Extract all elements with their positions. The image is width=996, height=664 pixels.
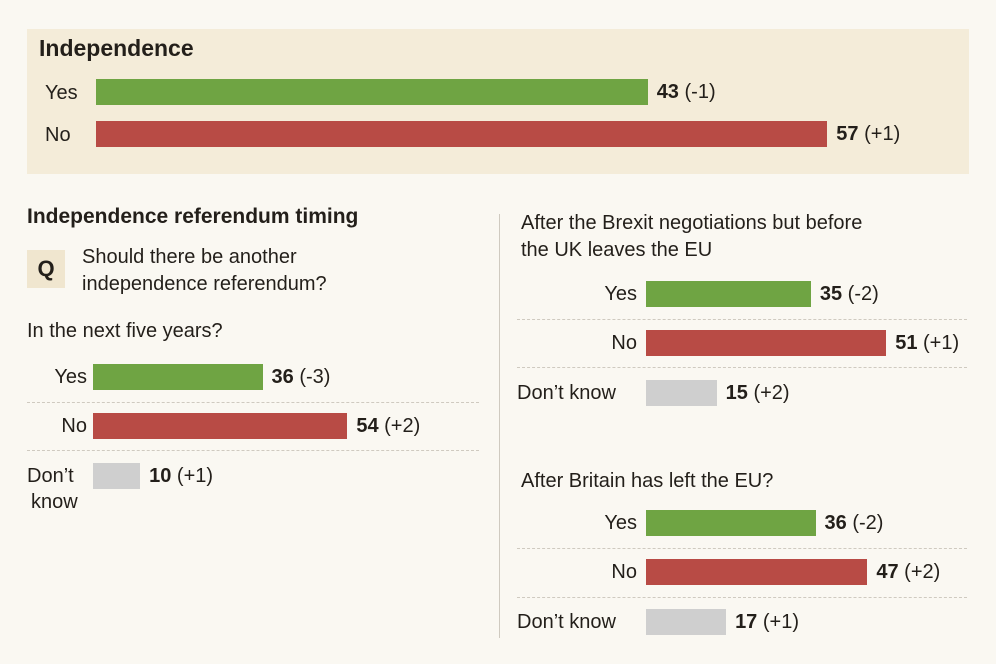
divider — [517, 367, 967, 368]
divider — [517, 597, 967, 598]
five-years-dont-know-value: 10 (+1) — [149, 465, 214, 487]
after-left-dont-know-value: 17 (+1) — [735, 611, 799, 633]
five-years-no-label: No — [61, 415, 87, 437]
divider — [27, 402, 479, 403]
after-left-no-label: No — [611, 561, 637, 583]
question-line-2: independence referendum? — [82, 273, 327, 295]
after-left-no-value: 47 (+2) — [876, 561, 941, 583]
before-leave-dont-know-bar — [646, 380, 717, 406]
before-leave-subtitle-line-2: the UK leaves the EU — [521, 239, 713, 261]
independence-no-value: 57 (+1) — [836, 123, 901, 145]
after-left-yes-bar — [646, 510, 816, 536]
after-left-subtitle: After Britain has left the EU? — [521, 470, 774, 492]
after-left-yes-label: Yes — [604, 512, 637, 534]
after-left-dont-know-bar — [646, 609, 727, 635]
before-leave-no-value: 51 (+1) — [895, 332, 960, 354]
independence-yes-label: Yes — [45, 82, 78, 104]
before-leave-yes-label: Yes — [604, 283, 637, 305]
five-years-no-bar — [93, 413, 348, 439]
five-years-yes-bar — [93, 364, 263, 390]
timing-title: Independence referendum timing — [27, 205, 359, 228]
divider — [517, 548, 967, 549]
divider — [517, 319, 967, 320]
before-leave-dont-know-value: 15 (+2) — [725, 382, 790, 404]
before-leave-dont-know-label: Don’t know — [517, 382, 616, 404]
five-years-subtitle: In the next five years? — [27, 320, 223, 342]
before-leave-subtitle-line-1: After the Brexit negotiations but before — [521, 212, 863, 234]
column-separator — [499, 214, 500, 638]
independence-yes-bar — [96, 79, 648, 105]
five-years-dont-know-label: Don’t know — [27, 465, 78, 513]
five-years-dont-know-bar — [93, 463, 141, 489]
five-years-yes-value: 36 (-3) — [271, 366, 331, 388]
before-leave-no-bar — [646, 330, 887, 356]
after-left-dont-know-label: Don’t know — [517, 611, 616, 633]
before-leave-yes-value: 35 (-2) — [819, 283, 879, 305]
independence-title: Independence — [39, 35, 194, 61]
before-leave-yes-bar — [646, 281, 811, 307]
independence-no-label: No — [45, 124, 71, 146]
independence-no-bar — [96, 121, 828, 147]
independence-yes-value: 43 (-1) — [656, 81, 716, 103]
five-years-yes-label: Yes — [54, 366, 87, 388]
question-line-1: Should there be another — [82, 246, 297, 268]
after-left-no-bar — [646, 559, 868, 585]
divider — [27, 450, 479, 451]
after-left-yes-value: 36 (-2) — [824, 512, 884, 534]
question-badge: Q — [27, 250, 65, 288]
before-leave-no-label: No — [611, 332, 637, 354]
five-years-no-value: 54 (+2) — [356, 415, 421, 437]
